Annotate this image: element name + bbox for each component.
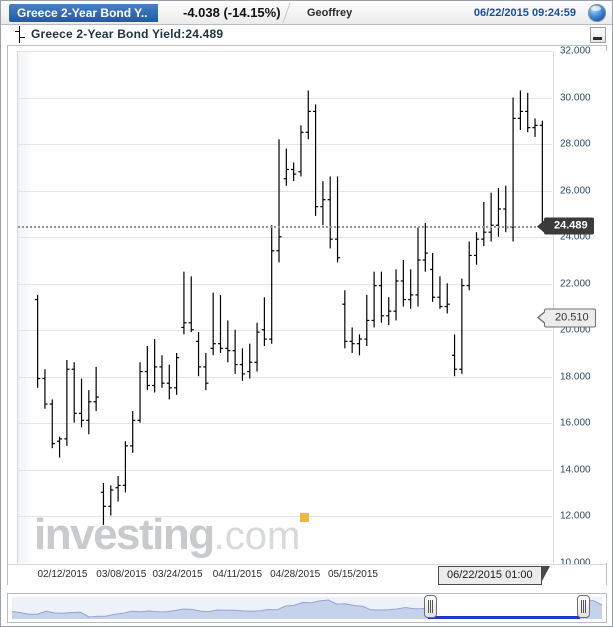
plot-left-gutter: [18, 51, 30, 563]
x-axis-tick-label: 04/28/2015: [270, 569, 321, 580]
ohlc-bars: [35, 90, 545, 525]
y-axis-tick-label: 24.000: [560, 231, 591, 243]
gridline: [18, 330, 552, 332]
gridline: [18, 516, 552, 518]
gridline: [18, 283, 552, 285]
chart-legend-row: Greece 2-Year Bond Yield:24.489: [1, 25, 612, 45]
x-axis-tick-label: 03/24/2015: [152, 569, 203, 580]
watermark-suffix: .com: [213, 514, 301, 558]
x-axis-tick-label: 05/15/2015: [327, 569, 378, 580]
navigator-track[interactable]: [12, 597, 602, 619]
gridline: [18, 144, 552, 146]
x-axis-tick-label: 02/12/2015: [37, 569, 88, 580]
range-handle-right[interactable]: [577, 595, 591, 618]
timestamp-label: 06/22/2015 09:24:59: [473, 7, 576, 19]
plot-area[interactable]: investing.com: [17, 51, 552, 563]
y-axis[interactable]: 32.000 30.000 28.000 26.000 24.000 22.000 20.0…: [537, 46, 608, 569]
range-handle-left[interactable]: [424, 595, 438, 618]
watermark-dot-icon: [300, 513, 310, 522]
y-axis-tick-label: 18.000: [560, 371, 591, 383]
navigator-selection-bar: [427, 616, 581, 619]
gridline: [18, 97, 552, 99]
minimize-icon[interactable]: [590, 27, 606, 43]
gridline: [18, 190, 552, 192]
navigator-selection[interactable]: [427, 597, 581, 619]
y-axis-tick-label: 32.000: [560, 45, 591, 57]
last-price-line: [18, 225, 552, 228]
gridline: [18, 469, 552, 471]
y-axis-tick-label: 10.000: [560, 557, 591, 569]
y-axis-tick-label: 14.000: [560, 464, 591, 476]
x-axis[interactable]: 02/12/2015 03/08/2015 03/24/2015 04/11/2015…: [8, 564, 606, 585]
gridline: [18, 376, 552, 378]
user-name-label: Geoffrey: [307, 7, 353, 19]
date-tooltip-arrow: [539, 567, 548, 582]
y-axis-tick-label: 16.000: [560, 417, 591, 429]
last-price-marker[interactable]: 24.489: [537, 217, 594, 235]
x-axis-tick-label: 04/11/2015: [212, 569, 263, 580]
gridline: [18, 237, 552, 239]
tab-greece-2y-bond-yield[interactable]: Greece 2-Year Bond Y..: [9, 4, 158, 22]
y-axis-tick-label: 12.000: [560, 510, 591, 522]
range-navigator[interactable]: [7, 593, 607, 623]
y-axis-tick-label: 30.000: [560, 92, 591, 104]
x-axis-tick-label: 03/08/2015: [96, 569, 147, 580]
window-tabbar: Greece 2-Year Bond Y.. -4.038 (-14.15%) …: [1, 1, 612, 25]
chart-panel: investing.com 32.000 30.000 28.000 26.000 24…: [7, 45, 608, 585]
secondary-price-marker[interactable]: 20.510: [537, 308, 596, 328]
date-tooltip[interactable]: 06/22/2015 01:00: [438, 566, 550, 585]
gridline: [18, 423, 552, 425]
watermark: investing.com: [34, 510, 310, 559]
y-axis-tick-label: 26.000: [560, 185, 591, 197]
y-axis-tick-label: 28.000: [560, 138, 591, 150]
watermark-brand: investing: [34, 510, 215, 559]
chart-legend-label: Greece 2-Year Bond Yield:24.489: [31, 27, 224, 41]
y-axis-tick-label: 22.000: [560, 278, 591, 290]
gridline: [18, 51, 552, 52]
gridlines: [18, 51, 552, 563]
ohlc-bar-icon: [13, 26, 27, 43]
y-axis-tick-label: 20.000: [560, 324, 591, 336]
globe-icon[interactable]: [588, 4, 606, 22]
price-change-value: -4.038 (-14.15%): [183, 5, 281, 20]
